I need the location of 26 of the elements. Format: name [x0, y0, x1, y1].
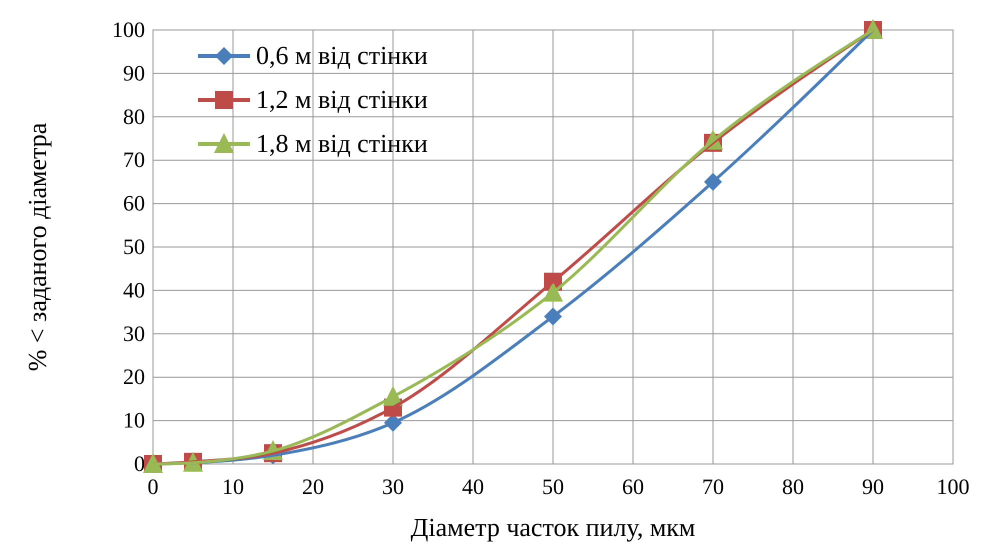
x-tick-label: 100	[936, 474, 970, 499]
y-tick-label: 10	[123, 408, 145, 433]
x-tick-label: 70	[702, 474, 724, 499]
x-tick-label: 80	[782, 474, 804, 499]
y-tick-label: 50	[123, 234, 145, 259]
y-tick-label: 60	[123, 190, 145, 216]
x-tick-label: 50	[542, 474, 564, 499]
legend-label: 0,6 м від стінки	[256, 41, 428, 70]
y-tick-label: 0	[134, 451, 145, 476]
y-axis-title: % < заданого діаметра	[23, 122, 52, 372]
x-tick-label: 90	[862, 474, 884, 499]
y-tick-label: 40	[123, 277, 145, 302]
x-axis-title: Діаметр часток пилу, мкм	[410, 513, 696, 542]
y-tick-label: 100	[112, 17, 145, 42]
y-tick-label: 20	[123, 364, 145, 390]
legend-label: 1,8 м від стінки	[256, 129, 428, 158]
y-tick-label: 80	[123, 104, 145, 129]
y-tick-label: 90	[123, 60, 145, 86]
x-tick-label: 30	[382, 474, 404, 499]
x-tick-label: 10	[222, 474, 244, 499]
y-tick-label: 30	[123, 320, 145, 346]
legend-label: 1,2 м від стінки	[256, 85, 428, 114]
y-tick-label: 70	[123, 147, 145, 172]
x-tick-label: 20	[302, 474, 324, 499]
x-tick-label: 40	[462, 474, 484, 499]
x-tick-label: 60	[622, 474, 644, 499]
